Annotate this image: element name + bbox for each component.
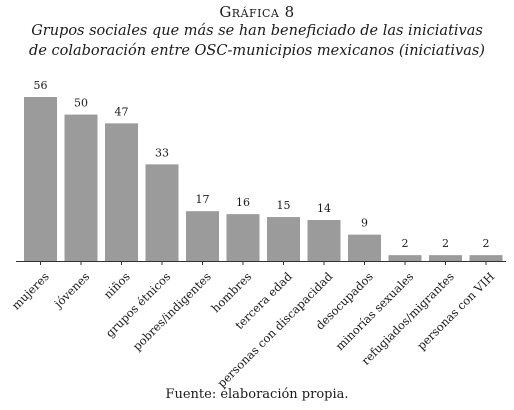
value-labels-group: 56 50 47 33 17 16 15 14 9 2 2 2 xyxy=(34,79,490,250)
category-label: jóvenes xyxy=(50,269,92,311)
bar xyxy=(145,164,179,261)
bar-value-label: 9 xyxy=(361,217,368,230)
bar xyxy=(226,214,260,261)
bar-value-label: 16 xyxy=(236,196,250,209)
bar xyxy=(105,123,138,261)
bar-value-label: 56 xyxy=(34,79,48,92)
category-label: pobres/indigentes xyxy=(130,269,214,353)
x-axis xyxy=(16,261,506,265)
bar-value-label: 50 xyxy=(74,97,88,110)
bar xyxy=(388,255,422,261)
category-label: niños xyxy=(101,269,133,301)
category-label: personas con VIH xyxy=(414,269,497,352)
bar-value-label: 2 xyxy=(483,237,490,250)
bar xyxy=(469,255,503,261)
chart-title-line-1: Grupos sociales que más se han beneficia… xyxy=(31,23,483,39)
category-label: mujeres xyxy=(9,269,52,312)
bar-value-label: 15 xyxy=(277,199,291,212)
bar-value-label: 17 xyxy=(196,193,210,206)
bar xyxy=(64,114,98,261)
chart-title-line-2: de colaboración entre OSC-municipios mex… xyxy=(29,43,485,59)
bar xyxy=(307,220,341,261)
bar-value-label: 2 xyxy=(402,237,409,250)
bar-value-label: 2 xyxy=(442,237,449,250)
bar xyxy=(429,255,462,261)
bar xyxy=(186,211,219,261)
bars-group xyxy=(24,97,503,261)
bar xyxy=(348,234,381,261)
figure-label: Gráfica 8 xyxy=(219,3,295,21)
bar-value-label: 47 xyxy=(115,105,129,118)
bar xyxy=(267,217,300,261)
source-note: Fuente: elaboración propia. xyxy=(165,387,349,402)
bar-value-label: 14 xyxy=(317,202,331,215)
bar-value-label: 33 xyxy=(155,146,169,159)
bar xyxy=(24,97,57,261)
